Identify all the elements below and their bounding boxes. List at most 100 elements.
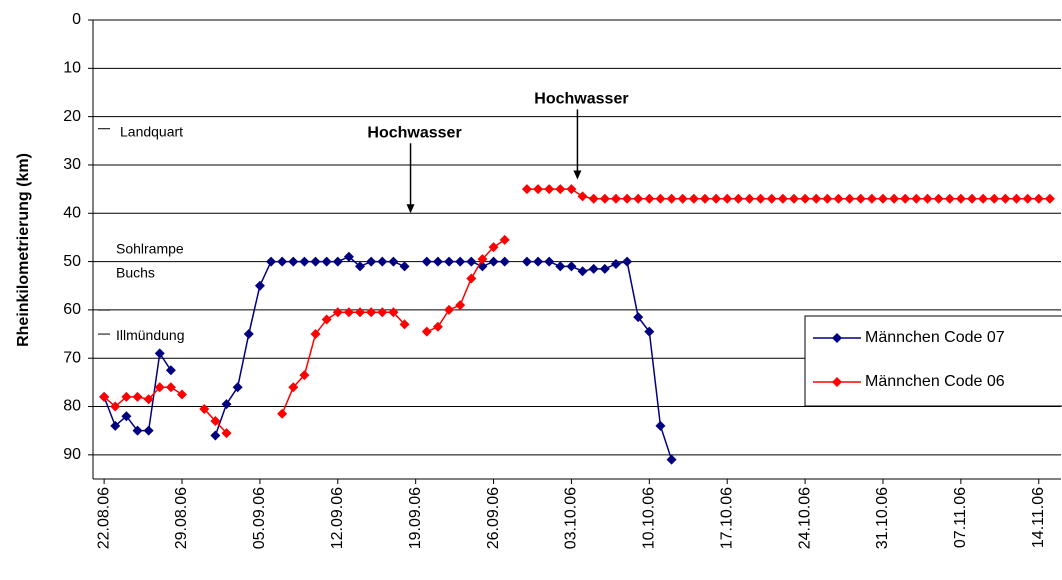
data-point bbox=[755, 193, 766, 204]
data-point bbox=[154, 348, 165, 359]
data-point bbox=[466, 256, 477, 267]
data-point bbox=[933, 193, 944, 204]
data-point bbox=[421, 256, 432, 267]
x-tick-label: 05.09.06 bbox=[251, 487, 268, 549]
data-point bbox=[221, 428, 232, 439]
data-point bbox=[421, 326, 432, 337]
data-point bbox=[165, 365, 176, 376]
data-point bbox=[254, 280, 265, 291]
data-point bbox=[544, 256, 555, 267]
data-point bbox=[288, 382, 299, 393]
data-point bbox=[110, 420, 121, 431]
x-tick-label: 14.11.06 bbox=[1030, 487, 1047, 548]
data-point bbox=[143, 425, 154, 436]
data-point bbox=[99, 391, 110, 402]
data-point bbox=[488, 256, 499, 267]
data-point bbox=[655, 420, 666, 431]
data-point bbox=[744, 193, 755, 204]
data-point bbox=[822, 193, 833, 204]
data-point bbox=[877, 193, 888, 204]
data-point bbox=[310, 256, 321, 267]
data-point bbox=[332, 307, 343, 318]
data-point bbox=[544, 184, 555, 195]
data-point bbox=[766, 193, 777, 204]
legend-marker bbox=[832, 377, 842, 387]
data-point bbox=[566, 184, 577, 195]
data-point bbox=[154, 382, 165, 393]
x-tick-label: 26.09.06 bbox=[485, 487, 502, 549]
legend-marker bbox=[832, 333, 842, 343]
x-tick-label: 22.08.06 bbox=[95, 487, 112, 549]
data-point bbox=[499, 234, 510, 245]
x-tick-label: 29.08.06 bbox=[173, 487, 190, 549]
legend-label: Männchen Code 06 bbox=[865, 373, 1005, 390]
arrowhead bbox=[406, 204, 415, 214]
data-point bbox=[866, 193, 877, 204]
data-point bbox=[599, 263, 610, 274]
x-tick-label: 17.10.06 bbox=[718, 487, 735, 549]
data-point bbox=[989, 193, 1000, 204]
data-point bbox=[1000, 193, 1011, 204]
data-point bbox=[243, 329, 254, 340]
data-point bbox=[455, 300, 466, 311]
data-point bbox=[577, 266, 588, 277]
data-point bbox=[288, 256, 299, 267]
data-point bbox=[533, 184, 544, 195]
data-point bbox=[132, 425, 143, 436]
data-point bbox=[844, 193, 855, 204]
data-point bbox=[677, 193, 688, 204]
data-point bbox=[177, 389, 188, 400]
data-point bbox=[900, 193, 911, 204]
x-tick-label: 19.09.06 bbox=[407, 487, 424, 549]
data-point bbox=[321, 314, 332, 325]
data-point bbox=[622, 256, 633, 267]
data-point bbox=[855, 193, 866, 204]
annotation: Hochwasser bbox=[367, 124, 461, 141]
data-point bbox=[221, 399, 232, 410]
data-point bbox=[499, 256, 510, 267]
data-point bbox=[110, 401, 121, 412]
data-point bbox=[889, 193, 900, 204]
y-tick-label: 90 bbox=[63, 446, 81, 463]
annotation: Buchs bbox=[116, 264, 155, 280]
y-tick-label: 20 bbox=[63, 108, 81, 125]
data-point bbox=[588, 193, 599, 204]
data-point bbox=[132, 391, 143, 402]
data-point bbox=[1011, 193, 1022, 204]
data-point bbox=[655, 193, 666, 204]
x-tick-label: 24.10.06 bbox=[796, 487, 813, 549]
data-point bbox=[388, 307, 399, 318]
data-point bbox=[277, 256, 288, 267]
data-point bbox=[399, 261, 410, 272]
y-tick-label: 70 bbox=[63, 349, 81, 366]
data-point bbox=[343, 251, 354, 262]
data-point bbox=[210, 430, 221, 441]
data-point bbox=[666, 454, 677, 465]
data-point bbox=[121, 391, 132, 402]
x-tick-label: 31.10.06 bbox=[874, 487, 891, 549]
data-point bbox=[277, 408, 288, 419]
y-axis-title: Rheinkilometrierung (km) bbox=[15, 153, 32, 347]
y-tick-label: 50 bbox=[63, 253, 81, 270]
data-point bbox=[232, 382, 243, 393]
data-point bbox=[377, 307, 388, 318]
y-tick-label: 60 bbox=[63, 301, 81, 318]
data-point bbox=[788, 193, 799, 204]
data-point bbox=[911, 193, 922, 204]
x-tick-label: 07.11.06 bbox=[952, 487, 969, 548]
arrowhead bbox=[573, 170, 582, 180]
data-point bbox=[455, 256, 466, 267]
data-point bbox=[699, 193, 710, 204]
data-point bbox=[199, 403, 210, 414]
data-point bbox=[143, 394, 154, 405]
data-point bbox=[210, 416, 221, 427]
data-point bbox=[1033, 193, 1044, 204]
annotation: Sohlrampe bbox=[116, 240, 184, 256]
data-point bbox=[644, 326, 655, 337]
data-point bbox=[722, 193, 733, 204]
data-point bbox=[355, 307, 366, 318]
annotation: Landquart bbox=[120, 123, 183, 139]
data-point bbox=[388, 256, 399, 267]
data-point bbox=[121, 411, 132, 422]
